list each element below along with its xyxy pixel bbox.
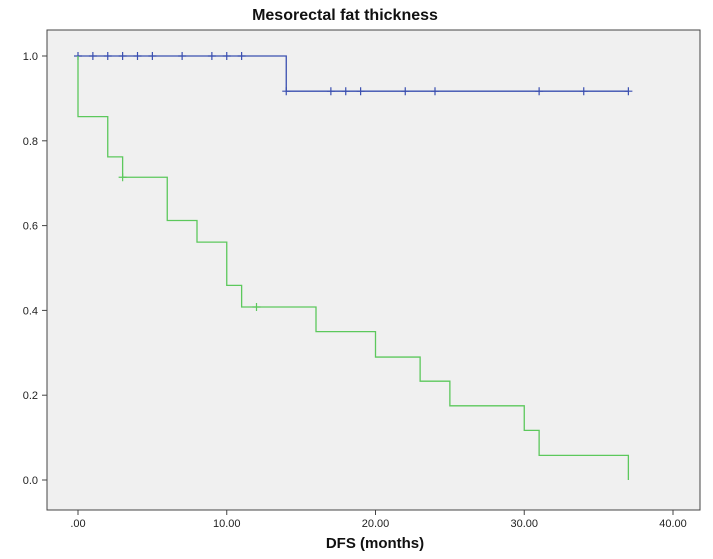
- x-tick-label: 40.00: [659, 518, 687, 530]
- y-tick-label: 0.0: [23, 475, 38, 487]
- y-tick-label: 0.2: [23, 390, 38, 402]
- censor-mark: [148, 52, 157, 60]
- censor-mark: [624, 87, 633, 96]
- censor-mark: [88, 52, 97, 60]
- y-tick-label: 0.6: [23, 221, 38, 233]
- y-tick-label: 1.0: [23, 51, 38, 63]
- censor-mark: [252, 303, 261, 312]
- censor-mark: [178, 52, 187, 60]
- censor-mark: [431, 87, 439, 96]
- censor-mark: [207, 52, 216, 60]
- censor-mark: [237, 52, 246, 60]
- x-axis-label: DFS (months): [326, 535, 424, 552]
- x-tick-label: .00: [70, 518, 85, 530]
- censor-mark: [118, 52, 127, 60]
- censor-mark: [222, 52, 231, 60]
- censor-mark: [401, 87, 410, 96]
- y-tick-label: 0.4: [23, 305, 38, 317]
- censor-mark: [326, 87, 335, 96]
- survival-curve-group-2: [77, 56, 630, 480]
- censor-mark: [356, 87, 365, 96]
- censor-mark: [282, 87, 291, 96]
- censor-mark: [579, 87, 588, 96]
- plot-area: [46, 29, 701, 511]
- x-tick-label: 10.00: [213, 518, 241, 530]
- chart-title: Mesorectal fat thickness: [252, 7, 438, 24]
- censor-mark: [535, 87, 544, 96]
- censor-mark: [341, 87, 350, 96]
- y-tick-label: 0.8: [23, 136, 38, 148]
- x-tick-label: 20.00: [362, 518, 390, 530]
- censor-mark: [133, 52, 142, 60]
- censor-mark: [118, 173, 127, 182]
- x-tick-label: 30.00: [510, 518, 538, 530]
- censor-mark: [103, 52, 112, 60]
